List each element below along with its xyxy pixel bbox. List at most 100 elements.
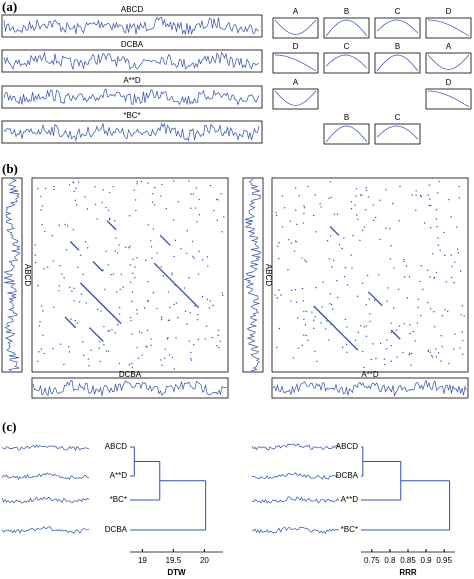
dot [132,258,134,261]
dot [118,313,121,315]
dot [415,190,417,192]
diagonal [159,234,171,246]
dot [429,198,431,200]
dot [132,272,134,274]
axis-label: A**D [361,370,379,379]
dot [86,208,89,210]
dot [107,350,110,353]
tick-label: 0.9 [421,556,433,565]
dot [94,186,96,188]
dot [108,217,111,219]
motif [325,19,368,37]
motif [427,54,470,70]
dot [433,311,435,313]
dot [356,214,358,216]
dot [141,332,143,334]
dot [429,351,432,353]
signal [1,526,90,534]
dot [393,307,395,309]
frame [425,52,472,74]
dot [412,330,414,333]
dot [189,312,192,314]
dot [319,202,321,205]
dot [448,362,450,365]
dot [324,328,327,330]
dot [432,253,434,255]
dot [100,310,102,312]
dot [385,348,388,350]
dot [159,359,162,361]
dot [433,277,435,279]
dot [295,241,297,243]
motif [274,19,317,35]
frame [323,123,370,145]
dot [370,358,373,361]
dot [314,350,316,352]
dot [295,301,298,303]
motif-label: B [395,42,400,51]
dot [190,207,192,209]
dot [369,313,371,315]
dot [431,356,434,358]
dot [398,220,400,222]
dot [303,318,305,320]
signal [251,526,340,534]
dot [78,301,81,303]
dot [161,364,163,367]
dot [438,180,440,183]
frame [1,49,263,73]
dot [338,243,341,246]
dot [435,356,438,358]
dot [355,187,358,190]
dot [184,310,187,312]
dot [98,341,101,343]
dot [58,285,61,287]
dot [217,334,219,336]
dot [198,198,200,201]
dot [82,273,84,276]
dot [136,309,138,311]
dot [363,366,365,369]
dot [315,231,317,233]
dot [365,187,367,189]
dot [189,357,192,360]
dot [105,250,107,252]
dot [277,245,279,247]
dot [218,346,220,349]
dot [96,218,98,220]
dot [58,224,60,227]
dot [108,329,110,332]
dot [295,209,297,211]
dot [326,239,329,242]
dot [136,183,138,185]
frame [323,52,370,74]
dot [190,351,192,354]
frame [374,17,421,39]
dot [222,294,224,297]
dot [114,220,116,222]
dot [221,292,223,294]
motif [325,125,368,143]
motif-label: D [293,42,299,51]
dot [420,314,422,317]
dot [313,327,315,330]
panel-label: (b) [2,161,18,176]
dot [173,255,175,258]
dot [59,343,62,345]
dot [336,280,338,282]
dot [350,208,353,210]
dot [454,261,456,263]
dot [363,226,366,228]
motif-label: C [395,7,401,16]
dot [278,327,281,330]
dot [375,357,377,360]
dot [147,280,149,283]
dot [75,204,78,206]
frame [272,52,319,74]
dot [461,331,463,333]
dot [409,324,411,326]
dot [341,247,343,250]
series-label: DCBA [121,40,144,49]
dot [150,338,152,340]
